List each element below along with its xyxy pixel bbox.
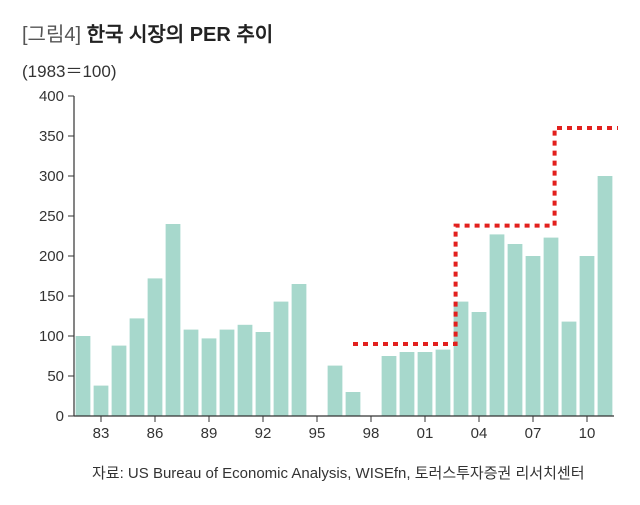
step-threshold-line — [353, 128, 618, 344]
x-tick-label: 89 — [201, 425, 218, 442]
bar — [382, 356, 397, 416]
bar — [328, 366, 343, 416]
bar — [94, 386, 109, 416]
x-tick-label: 92 — [255, 425, 272, 442]
y-tick-label: 400 — [39, 88, 64, 105]
bar — [112, 346, 127, 416]
y-tick-label: 50 — [47, 368, 64, 385]
bar — [292, 284, 307, 416]
bar — [220, 330, 235, 416]
x-tick-label: 04 — [471, 425, 488, 442]
x-tick-label: 10 — [579, 425, 596, 442]
bar — [274, 302, 289, 416]
y-tick-label: 250 — [39, 208, 64, 225]
bar — [148, 278, 163, 416]
y-tick-label: 200 — [39, 248, 64, 265]
bar — [580, 256, 595, 416]
chart-subtitle: (1983＝100) — [22, 57, 618, 82]
chart-title-prefix: [그림4] — [22, 24, 87, 46]
bar — [490, 234, 505, 416]
bar — [400, 352, 415, 416]
chart-title-main: 한국 시장의 PER 추이 — [87, 24, 274, 46]
bar — [130, 318, 145, 416]
bar — [598, 176, 613, 416]
bar — [454, 302, 469, 416]
y-tick-label: 150 — [39, 288, 64, 305]
x-tick-label: 01 — [417, 425, 434, 442]
bar — [238, 325, 253, 416]
x-tick-label: 83 — [93, 425, 110, 442]
bar — [256, 332, 271, 416]
chart-title: [그림4] 한국 시장의 PER 추이 — [22, 18, 618, 47]
y-tick-label: 300 — [39, 168, 64, 185]
chart-svg: 0 50 100 150 200 250 300 350 400 83 86 89 92 95 98 01 04… — [22, 88, 618, 448]
bar — [436, 350, 451, 416]
y-tick-label: 350 — [39, 128, 64, 145]
x-tick-label: 07 — [525, 425, 542, 442]
x-tick-label: 86 — [147, 425, 164, 442]
bar — [508, 244, 523, 416]
y-tick-label: 100 — [39, 328, 64, 345]
chart-source: 자료: US Bureau of Economic Analysis, WISE… — [92, 462, 618, 483]
bar — [562, 322, 577, 416]
x-tick-label: 95 — [309, 425, 326, 442]
bar — [346, 392, 361, 416]
bar — [526, 256, 541, 416]
bar — [472, 312, 487, 416]
bar — [76, 336, 91, 416]
bar — [202, 338, 217, 416]
bar — [166, 224, 181, 416]
bar-chart: 0 50 100 150 200 250 300 350 400 83 86 89 92 95 98 01 04… — [22, 88, 618, 448]
y-tick-label: 0 — [56, 408, 64, 425]
bar — [418, 352, 433, 416]
bar — [184, 330, 199, 416]
bar — [544, 238, 559, 416]
x-tick-label: 98 — [363, 425, 380, 442]
